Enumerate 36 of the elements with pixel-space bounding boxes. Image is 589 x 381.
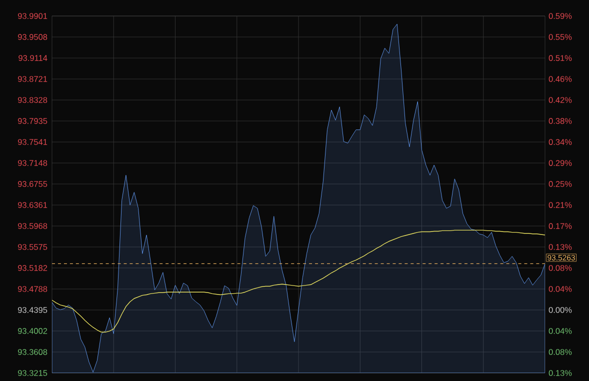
y-tick-label: 93.9114 <box>18 55 48 61</box>
y-tick-label: 93.5182 <box>18 265 48 271</box>
y2-tick-label: 0.59% <box>548 13 572 19</box>
y-tick-label: 93.4002 <box>18 328 48 334</box>
y-tick-label: 93.9901 <box>18 13 48 19</box>
y2-tick-label: 0.00% <box>548 307 572 313</box>
y2-tick-label: 0.42% <box>548 97 572 103</box>
y2-tick-label: 0.17% <box>548 223 572 229</box>
y2-tick-label: 0.38% <box>548 118 572 124</box>
y2-tick-label: 0.08% <box>548 265 572 271</box>
y-tick-label: 93.9508 <box>18 34 48 40</box>
y-tick-label: 93.4395 <box>18 307 48 313</box>
y2-tick-label: 0.34% <box>548 139 572 145</box>
y2-tick-label: 0.25% <box>548 181 572 187</box>
y2-tick-label: 0.04% <box>548 286 572 292</box>
y-tick-label: 93.5575 <box>18 244 48 250</box>
y2-tick-label: 0.04% <box>548 328 572 334</box>
y2-tick-label: 0.29% <box>548 160 572 166</box>
y-tick-label: 93.8328 <box>18 97 48 103</box>
y-tick-label: 93.6361 <box>18 202 48 208</box>
y-tick-label: 93.8721 <box>18 76 48 82</box>
y2-tick-label: 0.46% <box>548 76 572 82</box>
y-tick-label: 93.4788 <box>18 286 48 292</box>
y2-tick-label: 0.51% <box>548 55 572 61</box>
y-tick-label: 93.3608 <box>18 349 48 355</box>
y-tick-label: 93.7541 <box>18 139 48 145</box>
y-tick-label: 93.3215 <box>18 370 48 376</box>
y2-tick-label: 0.13% <box>548 244 572 250</box>
y-tick-label: 93.6755 <box>18 181 48 187</box>
y-tick-label: 93.5968 <box>18 223 48 229</box>
y2-tick-label: 0.13% <box>548 370 572 376</box>
y-tick-label: 93.7148 <box>18 160 48 166</box>
y-tick-label: 93.7935 <box>18 118 48 124</box>
y2-tick-label: 0.21% <box>548 202 572 208</box>
y2-tick-label: 0.08% <box>548 349 572 355</box>
y2-tick-label: 0.55% <box>548 34 572 40</box>
